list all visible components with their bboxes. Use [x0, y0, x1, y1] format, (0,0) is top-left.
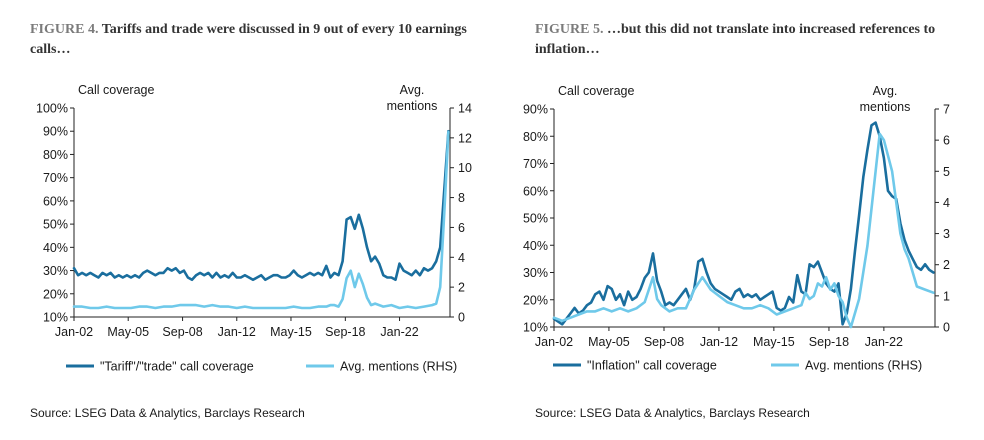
x-tick-label: Jan-12	[218, 325, 256, 339]
figure-5-label: FIGURE 5.	[535, 22, 604, 37]
left-y-tick-label: 60%	[43, 194, 68, 208]
right-y-tick-label: 7	[943, 103, 950, 117]
right-y-tick-label: 2	[943, 258, 950, 272]
right-y-tick-label: 8	[458, 191, 465, 205]
x-tick-label: May-05	[588, 335, 630, 349]
left-y-tick-label: 10%	[43, 311, 68, 325]
left-y-tick-label: 70%	[43, 171, 68, 185]
legend-label: Avg. mentions (RHS)	[340, 360, 457, 374]
figure-4-title: FIGURE 4. Tariffs and trade were discuss…	[30, 20, 470, 60]
right-y-tick-label: 6	[458, 221, 465, 235]
right-y-tick-label: 4	[943, 196, 950, 210]
left-y-tick-label: 60%	[523, 184, 548, 198]
series-line-avg-mentions	[552, 132, 935, 329]
left-y-tick-label: 10%	[523, 321, 548, 335]
series-line-coverage	[72, 129, 450, 282]
right-y-tick-label: 2	[458, 281, 465, 295]
right-y-tick-label: 0	[458, 311, 465, 325]
figure-4-source: Source: LSEG Data & Analytics, Barclays …	[30, 406, 305, 420]
legend-label: "Inflation" call coverage	[587, 359, 717, 373]
series-line-avg-mentions	[72, 130, 450, 310]
figure-5-source: Source: LSEG Data & Analytics, Barclays …	[535, 406, 810, 420]
x-tick-label: Jan-22	[380, 325, 418, 339]
left-axis-title: Call coverage	[78, 83, 154, 97]
left-y-tick-label: 90%	[43, 125, 68, 139]
x-tick-label: May-15	[270, 325, 312, 339]
x-tick-label: Jan-22	[865, 335, 903, 349]
x-tick-label: Sep-08	[644, 335, 684, 349]
right-y-tick-label: 12	[458, 131, 472, 145]
x-tick-label: Jan-02	[535, 335, 573, 349]
left-axis-title: Call coverage	[558, 84, 634, 98]
x-tick-label: Jan-12	[700, 335, 738, 349]
right-y-tick-label: 0	[943, 321, 950, 335]
left-y-tick-label: 50%	[43, 218, 68, 232]
right-y-tick-label: 6	[943, 134, 950, 148]
figure-4-chart: 10% 20% 30% 40% 50% 60% 70% 80% 90% 100% 0 2 4 6 8 10 12…	[36, 83, 472, 374]
series-line-coverage	[552, 121, 935, 326]
x-tick-label: May-05	[107, 325, 149, 339]
left-y-tick-label: 70%	[523, 157, 548, 171]
figure-5-panel: FIGURE 5. …but this did not translate in…	[505, 0, 984, 440]
figure-4-label: FIGURE 4.	[30, 22, 99, 37]
left-y-tick-label: 90%	[523, 103, 548, 117]
right-y-tick-label: 4	[458, 251, 465, 265]
right-y-tick-label: 14	[458, 102, 472, 116]
left-y-tick-label: 20%	[43, 287, 68, 301]
legend-label: "Tariff"/"trade" call coverage	[100, 360, 254, 374]
figure-5-title: FIGURE 5. …but this did not translate in…	[535, 20, 975, 60]
figure-4-title-text: Tariffs and trade were discussed in 9 ou…	[30, 22, 467, 57]
left-y-tick-label: 30%	[523, 266, 548, 280]
left-y-tick-label: 80%	[523, 130, 548, 144]
x-tick-label: Sep-18	[809, 335, 849, 349]
right-y-tick-label: 1	[943, 289, 950, 303]
x-tick-label: May-15	[753, 335, 795, 349]
figure-5-title-text: …but this did not translate into increas…	[535, 22, 936, 57]
left-y-tick-label: 20%	[523, 293, 548, 307]
left-y-tick-label: 30%	[43, 264, 68, 278]
x-tick-label: Sep-18	[325, 325, 365, 339]
left-y-tick-label: 80%	[43, 148, 68, 162]
legend-label: Avg. mentions (RHS)	[805, 359, 922, 373]
left-y-tick-label: 50%	[523, 212, 548, 226]
right-y-tick-label: 5	[943, 165, 950, 179]
figure-4-panel: FIGURE 4. Tariffs and trade were discuss…	[0, 0, 480, 440]
right-y-tick-label: 10	[458, 161, 472, 175]
right-axis-title: Avg. mentions	[860, 84, 911, 114]
left-y-tick-label: 40%	[43, 241, 68, 255]
left-y-tick-label: 100%	[36, 102, 68, 116]
right-axis-title: Avg. mentions	[387, 83, 438, 113]
right-y-tick-label: 3	[943, 227, 950, 241]
figure-5-chart: 10% 20% 30% 40% 50% 60% 70% 80% 90% 0 1 2 3 4 5 6 7 Jan-0…	[523, 84, 950, 373]
left-y-tick-label: 40%	[523, 239, 548, 253]
x-tick-label: Sep-08	[162, 325, 202, 339]
x-tick-label: Jan-02	[55, 325, 93, 339]
